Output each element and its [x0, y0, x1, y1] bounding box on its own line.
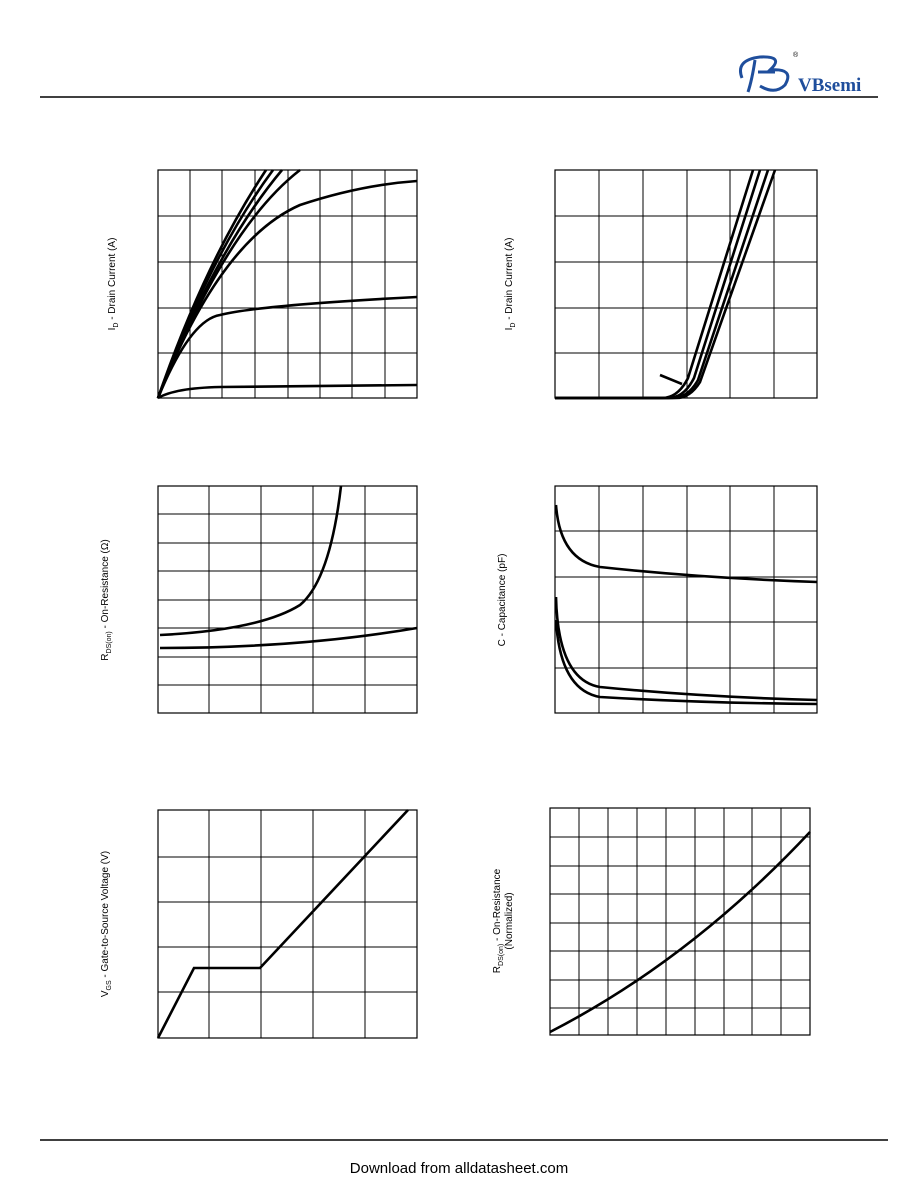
curve [554, 596, 818, 702]
logo-mark [739, 55, 790, 93]
label-rest: - On-Resistance [492, 868, 503, 943]
plot-frame [554, 485, 818, 714]
registered-mark: ® [793, 51, 799, 59]
curve [156, 179, 418, 399]
y-axis-label-line2: (Normalized) [504, 892, 515, 949]
chart: VGS - Gate-to-Source Voltage (V) [100, 809, 418, 1039]
label-main: R [100, 653, 111, 660]
label-rest: - Gate-to-Source Voltage (V) [100, 851, 111, 981]
curve [156, 295, 418, 399]
logo-text: VBsemi [798, 75, 861, 96]
chart: RDS(on) - On-Resistance (Normalized) [492, 807, 811, 1036]
label-main: R [492, 966, 503, 973]
plot-frame [549, 807, 811, 1036]
label-sub: D [510, 323, 517, 328]
label-main: I [107, 328, 118, 331]
label-sub: DS(on) [106, 631, 113, 653]
label-sub: D [113, 323, 120, 328]
footer-text: Download from alldatasheet.com [350, 1160, 568, 1177]
curve [554, 619, 818, 706]
logo: VBsemi ® [739, 51, 861, 96]
curve [659, 373, 683, 386]
curve [159, 485, 343, 637]
chart: RDS(on) - On-Resistance (Ω) [100, 485, 418, 714]
plot-frame [157, 809, 418, 1039]
curve [549, 831, 811, 1034]
curve [555, 169, 777, 400]
label-main: V [100, 990, 111, 997]
chart: C - Capacitance (pF) [497, 485, 818, 714]
curve [156, 809, 409, 1039]
y-axis-label: ID - Drain Current (A) [107, 238, 120, 331]
plot-frame [554, 169, 818, 399]
curve [156, 168, 301, 399]
curve [156, 169, 268, 399]
curve [555, 169, 770, 400]
label-rest: - Drain Current (A) [107, 238, 118, 323]
label-sub: GS [106, 980, 113, 990]
curve [159, 626, 418, 650]
label-main: I [504, 328, 515, 331]
curve [157, 383, 418, 400]
y-axis-label: ID - Drain Current (A) [504, 238, 517, 331]
chart: ID - Drain Current (A) [107, 168, 418, 400]
label-rest: - On-Resistance (Ω) [100, 539, 111, 631]
label-main: C [497, 639, 508, 646]
y-axis-label: RDS(on) - On-Resistance [492, 868, 505, 973]
label-sub: DS(on) [498, 944, 505, 966]
label-rest: - Drain Current (A) [504, 238, 515, 323]
y-axis-label: VGS - Gate-to-Source Voltage (V) [100, 851, 113, 997]
y-axis-label: RDS(on) - On-Resistance (Ω) [100, 539, 113, 660]
y-axis-label: C - Capacitance (pF) [497, 554, 508, 647]
label-rest: - Capacitance (pF) [497, 554, 508, 640]
curve [554, 504, 818, 584]
chart: ID - Drain Current (A) [504, 169, 818, 400]
